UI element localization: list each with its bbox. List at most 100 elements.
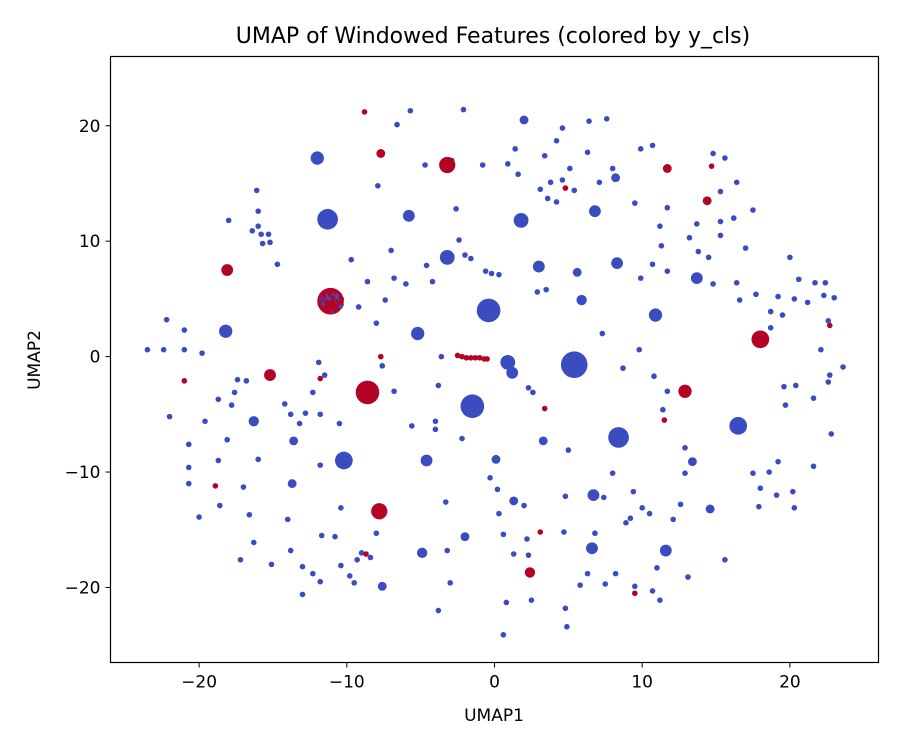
- y-axis-label: UMAP2: [25, 330, 45, 390]
- class-1-point: [562, 185, 569, 191]
- class-0-point: [338, 505, 344, 511]
- class-0-cluster: [310, 151, 324, 165]
- class-0-point: [791, 505, 798, 511]
- class-0-point: [240, 484, 247, 490]
- class-0-point: [224, 436, 230, 443]
- mixed-cluster-point: [317, 302, 323, 307]
- class-0-point: [163, 316, 170, 323]
- class-0-cluster: [416, 547, 428, 559]
- class-0-cluster: [289, 436, 299, 446]
- class-0-point: [453, 206, 459, 212]
- class-0-point: [710, 281, 716, 287]
- class-0-point: [296, 420, 303, 427]
- class-0-point: [317, 578, 324, 585]
- class-0-point: [318, 532, 325, 539]
- x-tick-label: −20: [181, 673, 217, 693]
- class-0-cluster: [608, 427, 629, 448]
- class-0-point: [710, 150, 716, 157]
- class-0-point: [686, 234, 693, 241]
- class-0-point: [559, 125, 566, 131]
- class-1-cluster: [355, 380, 380, 405]
- mixed-cluster-point: [322, 294, 327, 299]
- chart-title: UMAP of Windowed Features (colored by y_…: [236, 24, 750, 49]
- class-0-point: [685, 574, 691, 580]
- y-tick-label: 20: [79, 117, 101, 137]
- class-0-point: [818, 346, 824, 353]
- class-0-cluster: [509, 496, 519, 506]
- class-0-point: [500, 531, 507, 538]
- class-0-point: [821, 292, 827, 299]
- class-0-point: [790, 488, 796, 495]
- class-0-cluster: [538, 436, 548, 446]
- class-0-point: [185, 464, 192, 471]
- class-0-point: [354, 556, 360, 563]
- class-0-cluster: [690, 272, 703, 285]
- class-0-point: [544, 195, 551, 202]
- class-0-point: [435, 382, 442, 389]
- class-0-point: [559, 177, 566, 183]
- class-0-point: [562, 493, 569, 500]
- class-0-point: [787, 254, 793, 261]
- class-0-point: [512, 146, 518, 152]
- class-0-point: [632, 583, 638, 590]
- class-0-point: [717, 218, 724, 225]
- class-0-point: [649, 588, 656, 594]
- class-0-point: [825, 318, 832, 324]
- class-0-point: [730, 215, 737, 221]
- class-0-cluster: [248, 416, 259, 427]
- class-0-point: [267, 239, 273, 246]
- x-tick-label: 20: [779, 673, 801, 693]
- class-0-cluster: [219, 324, 233, 338]
- class-0-point: [603, 116, 610, 122]
- class-0-cluster: [491, 454, 501, 464]
- class-0-cluster: [611, 257, 623, 270]
- class-0-point: [287, 547, 294, 554]
- class-0-point: [775, 458, 781, 465]
- x-axis-label: UMAP1: [464, 706, 524, 726]
- class-0-point: [435, 607, 442, 614]
- class-0-point: [657, 223, 663, 229]
- class-0-point: [403, 281, 409, 287]
- class-0-cluster: [576, 294, 587, 306]
- class-0-point: [181, 327, 188, 333]
- class-0-point: [705, 254, 712, 261]
- class-0-point: [750, 470, 756, 476]
- class-0-point: [525, 384, 532, 391]
- class-0-cluster: [587, 489, 600, 502]
- class-0-point: [225, 217, 232, 224]
- class-0-point: [792, 382, 799, 389]
- class-0-point: [444, 547, 451, 554]
- class-0-point: [596, 179, 603, 186]
- x-tick-label: 10: [631, 673, 653, 693]
- class-1-point: [468, 354, 474, 361]
- class-0-point: [432, 418, 439, 425]
- class-0-point: [317, 411, 324, 418]
- mixed-cluster-point: [327, 292, 333, 298]
- class-0-cluster: [560, 351, 588, 378]
- class-0-point: [530, 389, 536, 396]
- class-1-point: [447, 158, 453, 165]
- class-0-point: [487, 475, 493, 481]
- class-0-point: [494, 486, 501, 493]
- class-0-point: [599, 330, 606, 337]
- plot-area-frame: [109, 55, 880, 664]
- mixed-cluster-point: [338, 304, 343, 309]
- mixed-cluster-point: [339, 296, 345, 302]
- class-0-point: [382, 297, 389, 303]
- class-1-cluster: [678, 384, 692, 398]
- class-0-point: [237, 556, 244, 563]
- class-0-point: [781, 383, 787, 390]
- class-0-point: [391, 388, 397, 395]
- y-tick-label: −10: [65, 463, 101, 483]
- class-0-point: [649, 261, 656, 268]
- class-1-cluster: [662, 164, 672, 173]
- class-0-point: [525, 552, 532, 558]
- class-0-point: [637, 275, 644, 281]
- class-0-cluster: [648, 308, 663, 322]
- class-0-point: [571, 187, 578, 194]
- class-0-cluster: [506, 366, 519, 379]
- class-0-point: [299, 591, 306, 598]
- class-0-point: [274, 261, 281, 268]
- class-0-cluster: [611, 173, 621, 183]
